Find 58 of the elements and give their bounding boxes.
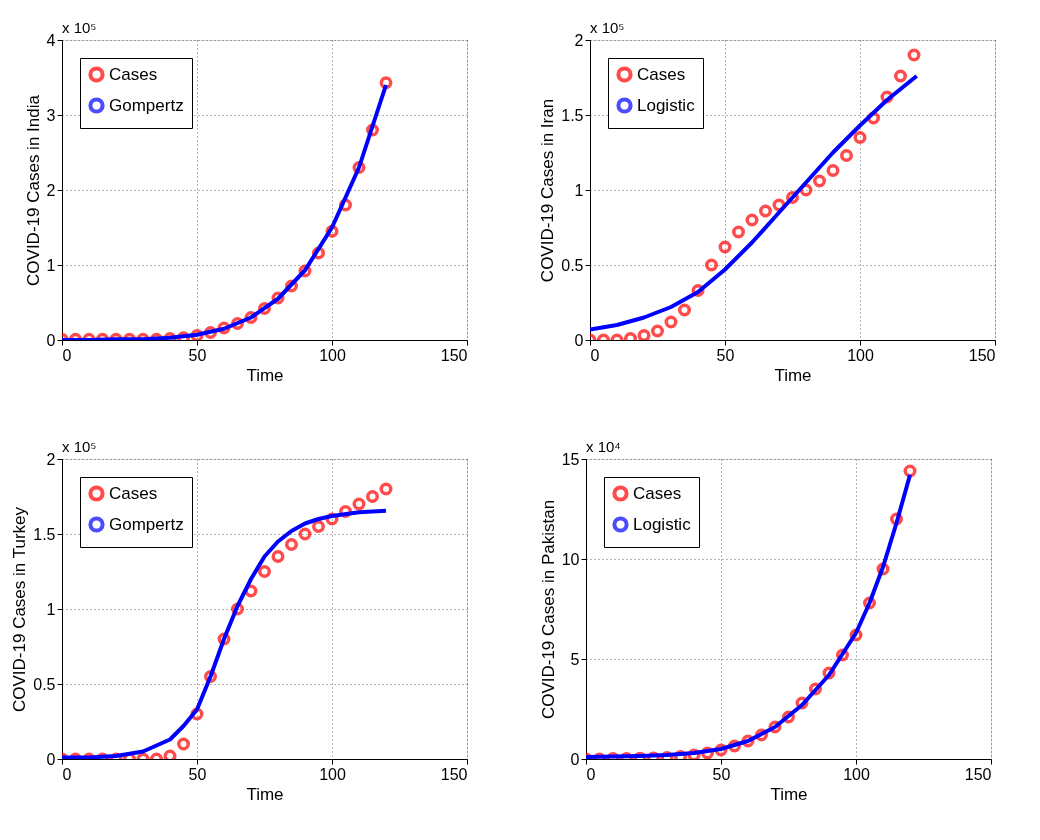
x-tick-label: 100 (319, 346, 346, 364)
x-axis-title: Time (774, 365, 812, 385)
x-tick-label: 150 (968, 346, 996, 364)
y-tick-label: 2 (46, 450, 56, 468)
text: x 10⁵ (590, 19, 625, 36)
x-tick-label: 100 (843, 765, 870, 783)
x-axis-title: Time (246, 784, 284, 804)
y-axis-title: COVID-19 Cases in Iran (538, 98, 558, 283)
x-tick-label: 0 (590, 346, 600, 364)
y-tick-label: 15 (561, 450, 580, 468)
y-tick-label: 0 (46, 750, 56, 768)
y-tick-label: 0.5 (561, 256, 584, 274)
y-tick-label: 0 (574, 331, 584, 349)
text: x 10⁵ (62, 438, 97, 455)
x-tick-label: 150 (440, 765, 468, 783)
y-axis-title: COVID-19 Cases in Pakistan (538, 499, 558, 720)
y-tick-label: 2 (46, 181, 56, 199)
legend-label: Logistic (637, 95, 696, 115)
line-series (62, 508, 388, 759)
x-tick-label: 0 (586, 765, 596, 783)
legend-label: Cases (109, 64, 158, 84)
x-tick-label: 50 (188, 765, 207, 783)
y-axis-title: COVID-19 Cases in India (23, 94, 43, 286)
y-tick-label: 0.5 (33, 675, 56, 693)
line-series (62, 83, 388, 340)
y-tick-label: 0 (46, 331, 56, 349)
x-tick-label: 50 (712, 765, 731, 783)
x-tick-label: 100 (319, 765, 346, 783)
x-axis-title: Time (246, 365, 284, 385)
y-tick-label: 3 (46, 106, 56, 124)
y-tick-label: 0 (570, 750, 580, 768)
x-tick-label: 0 (62, 346, 72, 364)
y-tick-label: 1.5 (561, 106, 584, 124)
y-tick-label: 1 (46, 256, 56, 274)
text: x 10⁵ (62, 19, 97, 36)
legend-label: Logistic (633, 514, 692, 534)
y-tick-label: 2 (574, 31, 584, 49)
legend-label: Cases (109, 483, 158, 503)
text: x 10⁴ (586, 438, 621, 455)
x-tick-label: 150 (964, 765, 992, 783)
x-tick-label: 50 (716, 346, 735, 364)
x-tick-label: 100 (847, 346, 874, 364)
y-tick-label: 1 (46, 600, 56, 618)
legend-label: Gompertz (109, 95, 184, 115)
y-tick-label: 1 (574, 181, 584, 199)
x-tick-label: 150 (440, 346, 468, 364)
legend-label: Gompertz (109, 514, 184, 534)
y-tick-label: 5 (570, 650, 580, 668)
legend-label: Cases (633, 483, 682, 503)
legend-label: Cases (637, 64, 686, 84)
y-axis-title: COVID-19 Cases in Turkey (10, 506, 30, 713)
y-tick-label: 1.5 (33, 525, 56, 543)
x-axis-title: Time (770, 784, 808, 804)
y-tick-label: 4 (46, 31, 56, 49)
y-tick-label: 10 (561, 550, 580, 568)
line-series (586, 473, 912, 759)
x-tick-label: 0 (62, 765, 72, 783)
x-tick-label: 50 (188, 346, 207, 364)
